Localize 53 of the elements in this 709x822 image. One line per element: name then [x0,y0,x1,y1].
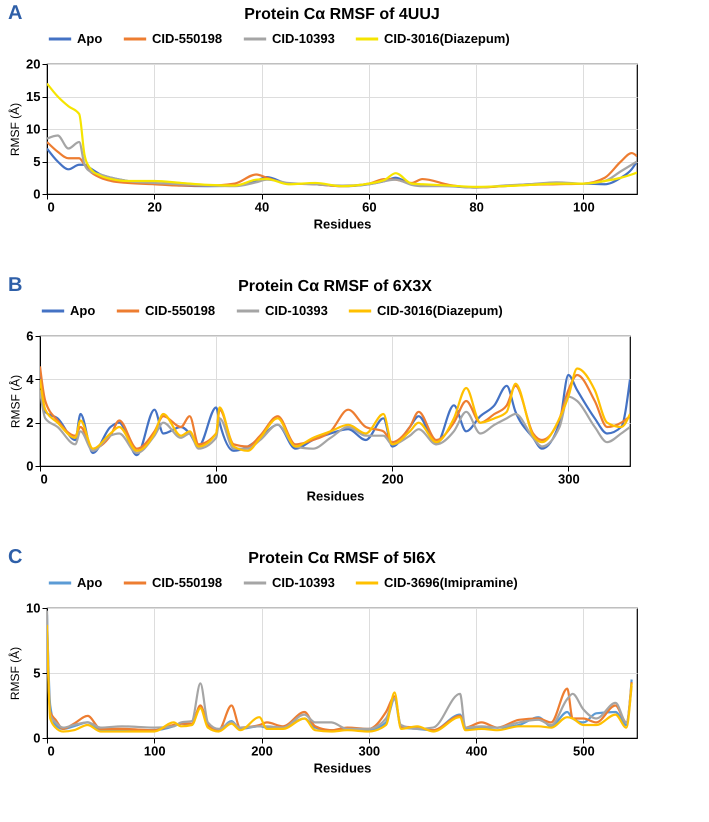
y-tick-label: 5 [33,666,40,680]
legend-label: Apo [77,31,102,46]
text: C [8,546,22,568]
y-tick-label: 10 [26,122,40,136]
x-axis-title: Residues [314,760,372,776]
x-axis-title: Residues [306,488,364,504]
line-series [47,82,637,188]
x-tick-label: 40 [254,200,270,214]
y-axis-title: RMSF (Å) [8,374,22,428]
legend-label: CID-3016(Diazepum) [384,31,510,46]
y-tick-label: 0 [33,186,40,202]
y-tick-label: 2 [26,415,34,430]
x-tick-label: 100 [144,744,166,758]
y-axis-title: RMSF (Å) [8,646,22,700]
x-tick-label: 100 [573,200,595,214]
y-tick-label: 10 [26,600,40,616]
y-tick-label: 20 [26,56,40,72]
y-axis-title: RMSF (Å) [8,102,22,156]
legend-label: CID-550198 [145,303,216,318]
x-tick-label: 60 [362,200,377,214]
x-tick-label: 400 [466,744,488,758]
legend-label: CID-10393 [272,31,335,46]
chart-title: Protein Cα RMSF of 6X3X [238,278,432,295]
x-axis-title: Residues [314,216,372,232]
x-tick-label: 300 [558,472,580,486]
y-tick-label: 0 [33,730,40,746]
text: B [8,274,22,296]
legend-label: CID-550198 [152,575,222,590]
x-tick-label: 0 [48,744,55,758]
legend-label: CID-3696(Imipramine) [384,575,518,590]
y-tick-label: 0 [26,458,34,474]
y-tick-label: 5 [33,154,40,169]
text: A [8,2,22,24]
x-tick-label: 100 [206,472,228,486]
x-tick-label: 80 [469,200,484,214]
y-tick-label: 15 [26,89,40,104]
x-tick-label: 200 [251,744,273,758]
y-tick-label: 4 [26,372,34,387]
x-tick-label: 500 [573,744,595,758]
legend-label: Apo [70,303,96,318]
line-series [40,389,630,454]
legend-label: CID-10393 [272,575,335,590]
legend-label: CID-10393 [265,303,328,318]
legend-label: CID-3016(Diazepum) [377,303,503,318]
chart-title: Protein Cα RMSF of 5I6X [248,550,436,567]
y-tick-label: 6 [26,328,34,344]
x-tick-label: 0 [48,200,55,214]
x-tick-label: 300 [358,744,380,758]
legend-label: Apo [77,575,102,590]
x-tick-label: 200 [382,472,404,486]
x-tick-label: 20 [148,200,162,214]
legend-label: CID-550198 [152,31,222,46]
chart-title: Protein Cα RMSF of 4UUJ [244,6,440,23]
